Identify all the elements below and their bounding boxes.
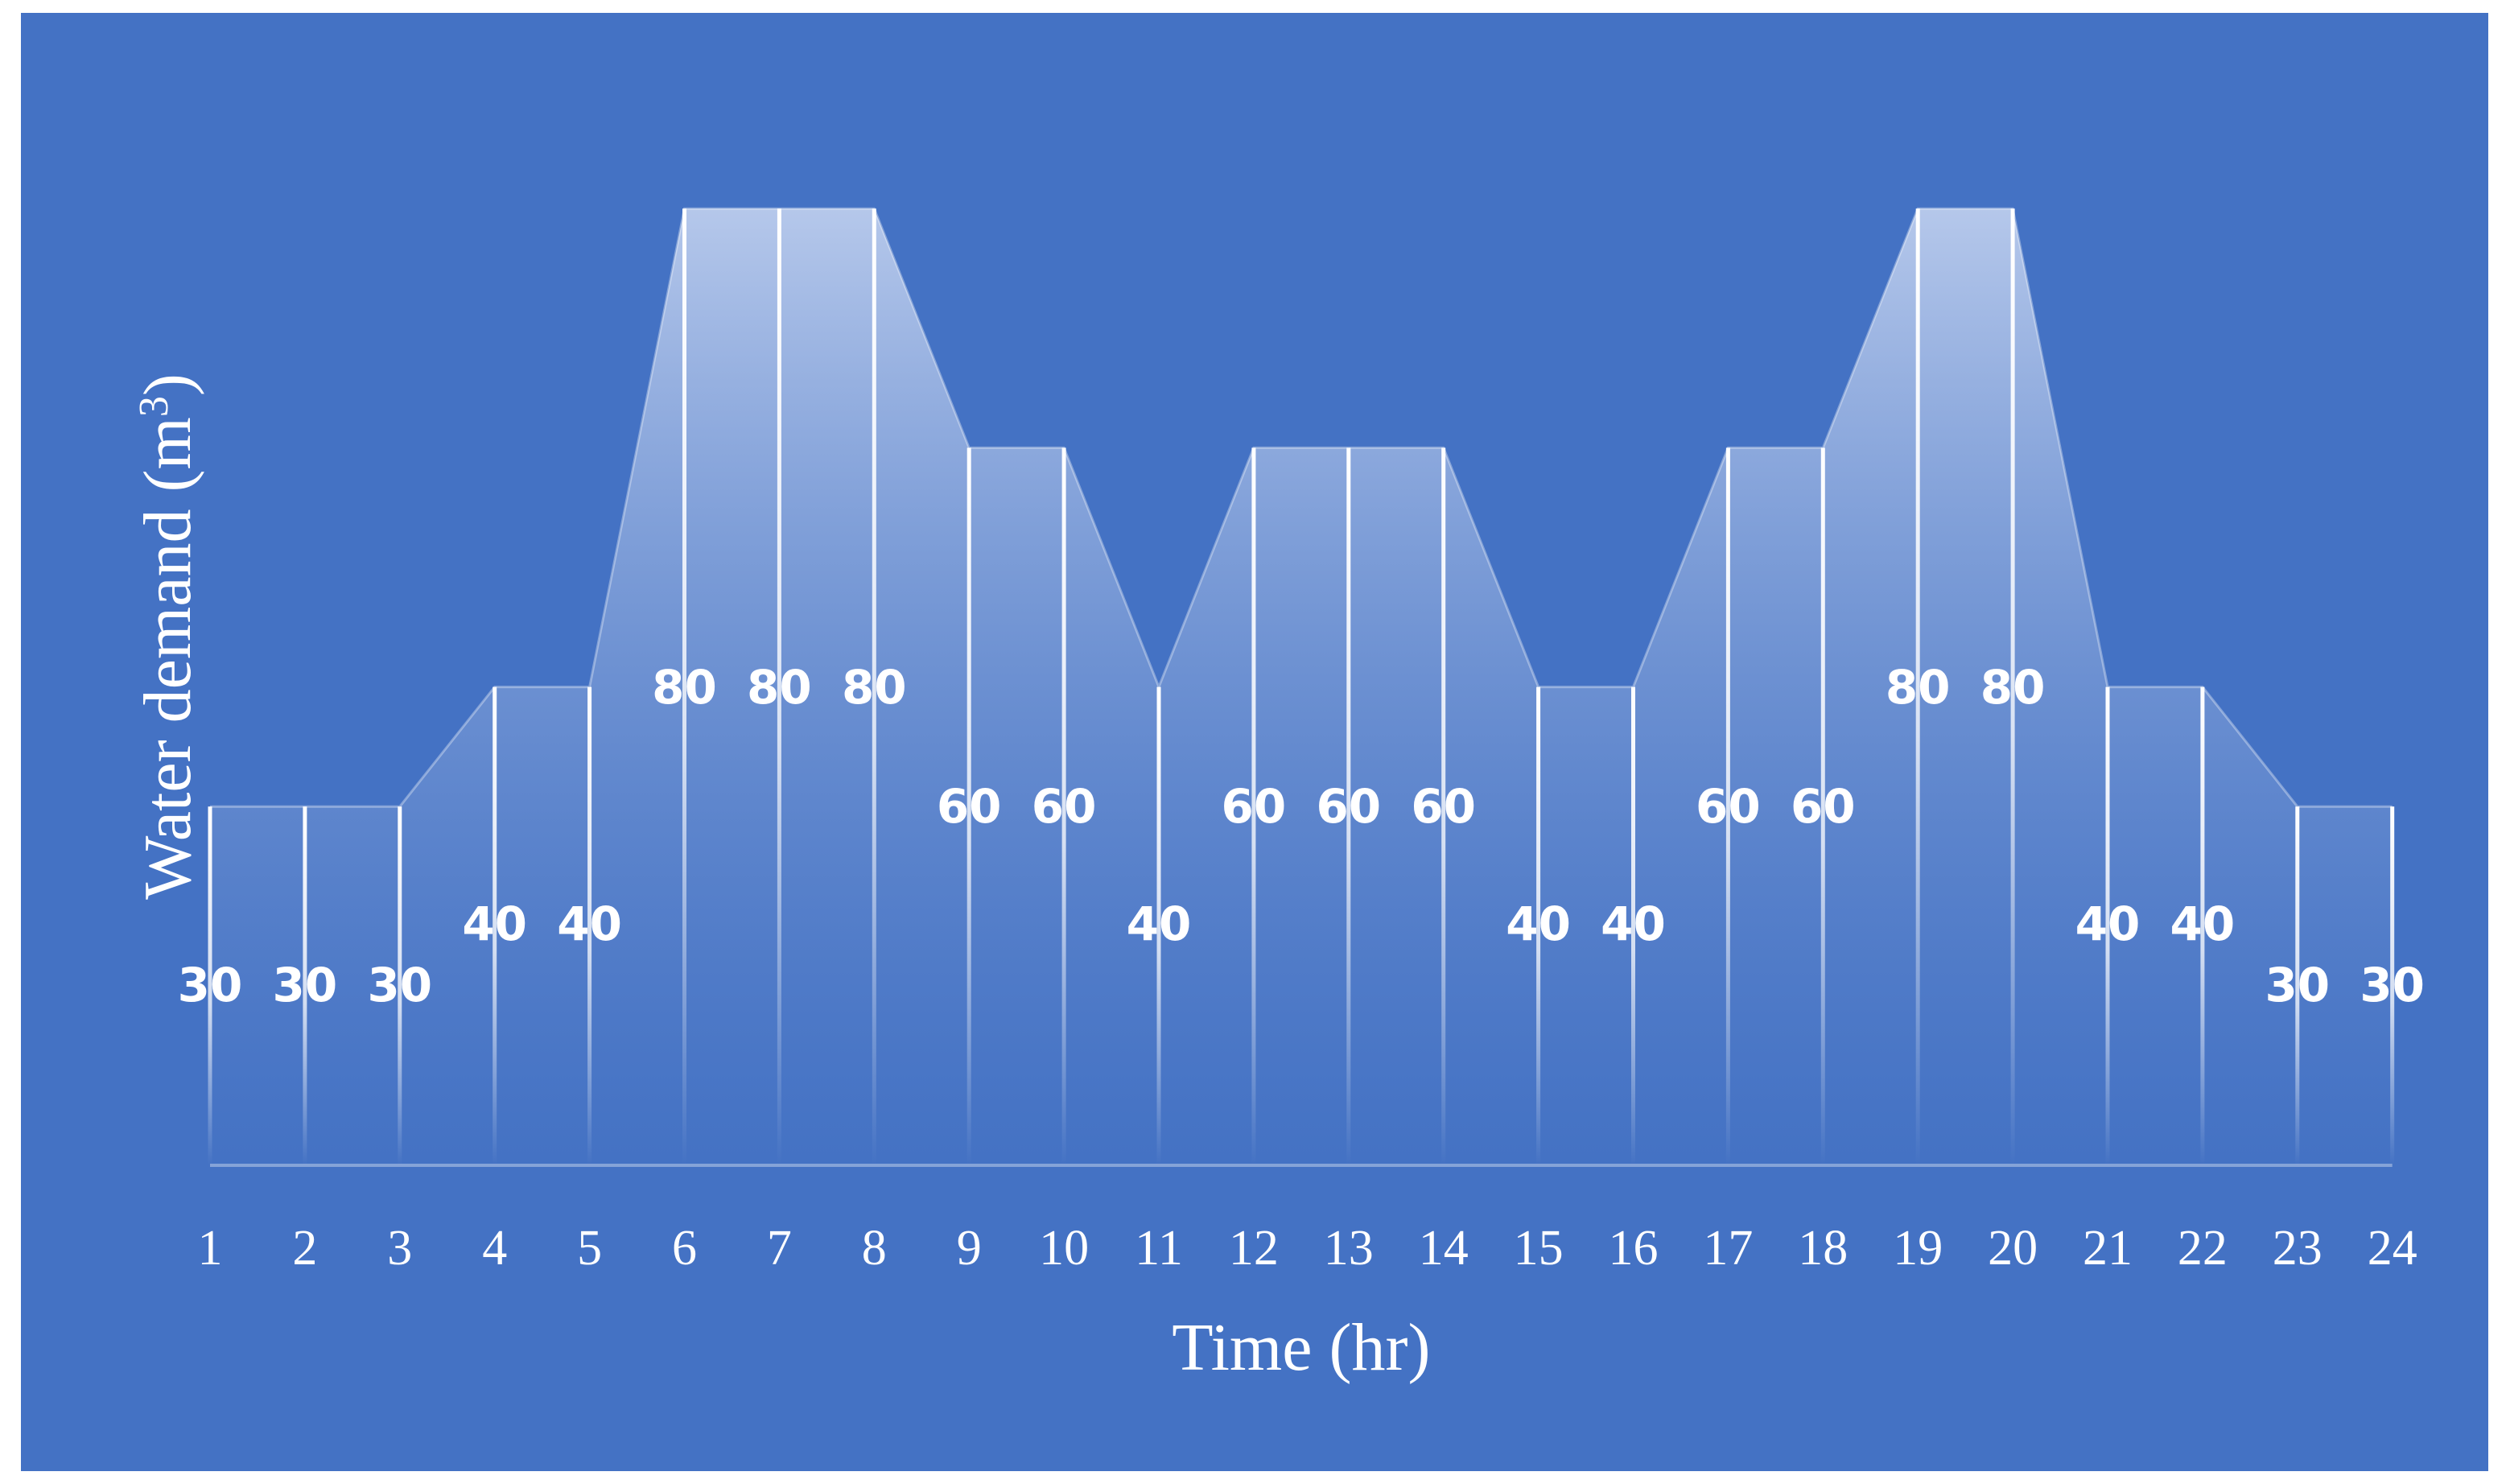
drop-line — [1061, 447, 1066, 1165]
x-tick-label: 18 — [1798, 1221, 1848, 1276]
y-axis-title-text: Water demand (m — [130, 417, 205, 900]
y-axis-title-superscript: 3 — [131, 396, 177, 417]
drop-line — [872, 208, 876, 1166]
drop-line — [587, 686, 592, 1165]
x-tick-label: 7 — [767, 1221, 792, 1276]
drop-line-layer — [208, 208, 2395, 1166]
drop-line — [2295, 806, 2300, 1165]
x-tick-label: 10 — [1039, 1221, 1089, 1276]
x-tick-label: 21 — [2083, 1221, 2133, 1276]
x-tick-label: 16 — [1609, 1221, 1659, 1276]
data-label: 60 — [1222, 779, 1287, 834]
data-label: 30 — [2265, 958, 2330, 1012]
data-label: 60 — [937, 779, 1002, 834]
drop-line — [2200, 686, 2205, 1165]
drop-line — [1536, 686, 1541, 1165]
drop-line — [208, 806, 212, 1165]
x-tick-label: 1 — [198, 1221, 223, 1276]
data-label: 40 — [1127, 897, 1192, 951]
data-label: 40 — [462, 897, 527, 951]
x-tick-label: 13 — [1324, 1221, 1374, 1276]
drop-line — [1346, 447, 1351, 1165]
data-label: 40 — [2170, 897, 2236, 951]
data-label: 80 — [1980, 660, 2046, 715]
demand-area — [210, 208, 2393, 1166]
x-tick-label: 5 — [577, 1221, 602, 1276]
x-tick-label: 9 — [957, 1221, 982, 1276]
x-tick-label: 3 — [387, 1221, 412, 1276]
drop-line — [2105, 686, 2110, 1165]
drop-line — [2010, 208, 2015, 1166]
drop-line — [1820, 447, 1825, 1165]
data-label: 60 — [1316, 779, 1381, 834]
data-label: 80 — [747, 660, 812, 715]
drop-line — [493, 686, 497, 1165]
x-axis-title: Time (hr) — [1172, 1310, 1430, 1385]
x-tick-label: 22 — [2178, 1221, 2228, 1276]
x-tick-layer: 1 2 3 4 5 6 7 8 9 10 11 12 13 14 15 16 17 18 19 20 21 22 23 24 — [198, 1221, 2417, 1276]
area-layer — [210, 207, 2393, 1166]
data-label: 80 — [842, 660, 907, 715]
x-tick-label: 4 — [482, 1221, 507, 1276]
data-label: 80 — [1886, 660, 1951, 715]
data-label: 30 — [367, 958, 432, 1012]
x-tick-label: 8 — [862, 1221, 887, 1276]
drop-line — [966, 447, 971, 1165]
drop-line — [1631, 686, 1635, 1165]
data-label: 30 — [2360, 958, 2425, 1012]
data-label: 60 — [1696, 779, 1761, 834]
x-tick-label: 6 — [672, 1221, 697, 1276]
x-tick-label: 11 — [1135, 1221, 1183, 1276]
drop-line — [1156, 686, 1161, 1165]
drop-line — [398, 806, 402, 1165]
x-tick-label: 12 — [1229, 1221, 1279, 1276]
data-label: 30 — [178, 958, 243, 1012]
drop-line — [1251, 447, 1256, 1165]
data-label: 60 — [1791, 779, 1856, 834]
x-tick-label: 19 — [1893, 1221, 1943, 1276]
drop-line — [777, 208, 781, 1166]
data-label: 80 — [652, 660, 717, 715]
data-label: 40 — [557, 897, 622, 951]
y-axis-title: Water demand (m3) — [130, 373, 205, 900]
x-tick-label: 2 — [292, 1221, 317, 1276]
drop-line — [1915, 208, 1920, 1166]
drop-line — [1441, 447, 1446, 1165]
data-label-layer: 30 30 30 40 40 80 80 80 60 60 40 60 60 60 40 40 60 60 80 80… — [178, 660, 2425, 1012]
data-label: 30 — [273, 958, 338, 1012]
y-axis-title-close: ) — [130, 373, 205, 396]
x-tick-label: 24 — [2368, 1221, 2417, 1276]
drop-line — [682, 208, 686, 1166]
demand-outline — [210, 207, 2393, 808]
data-label: 40 — [1601, 897, 1666, 951]
data-label: 60 — [1032, 779, 1097, 834]
x-tick-label: 20 — [1988, 1221, 2038, 1276]
data-label: 40 — [2075, 897, 2141, 951]
drop-line — [1725, 447, 1730, 1165]
drop-line — [2390, 806, 2395, 1165]
data-label: 40 — [1506, 897, 1571, 951]
x-tick-label: 14 — [1419, 1221, 1469, 1276]
x-tick-label: 15 — [1514, 1221, 1564, 1276]
area-chart: 30 30 30 40 40 80 80 80 60 60 40 60 60 60 40 40 60 60 80 80… — [130, 207, 2425, 1385]
x-tick-label: 23 — [2273, 1221, 2322, 1276]
drop-line — [303, 806, 307, 1165]
chart-frame: 30 30 30 40 40 80 80 80 60 60 40 60 60 60 40 40 60 60 80 80… — [21, 13, 2488, 1471]
data-label: 60 — [1411, 779, 1476, 834]
x-tick-label: 17 — [1703, 1221, 1753, 1276]
